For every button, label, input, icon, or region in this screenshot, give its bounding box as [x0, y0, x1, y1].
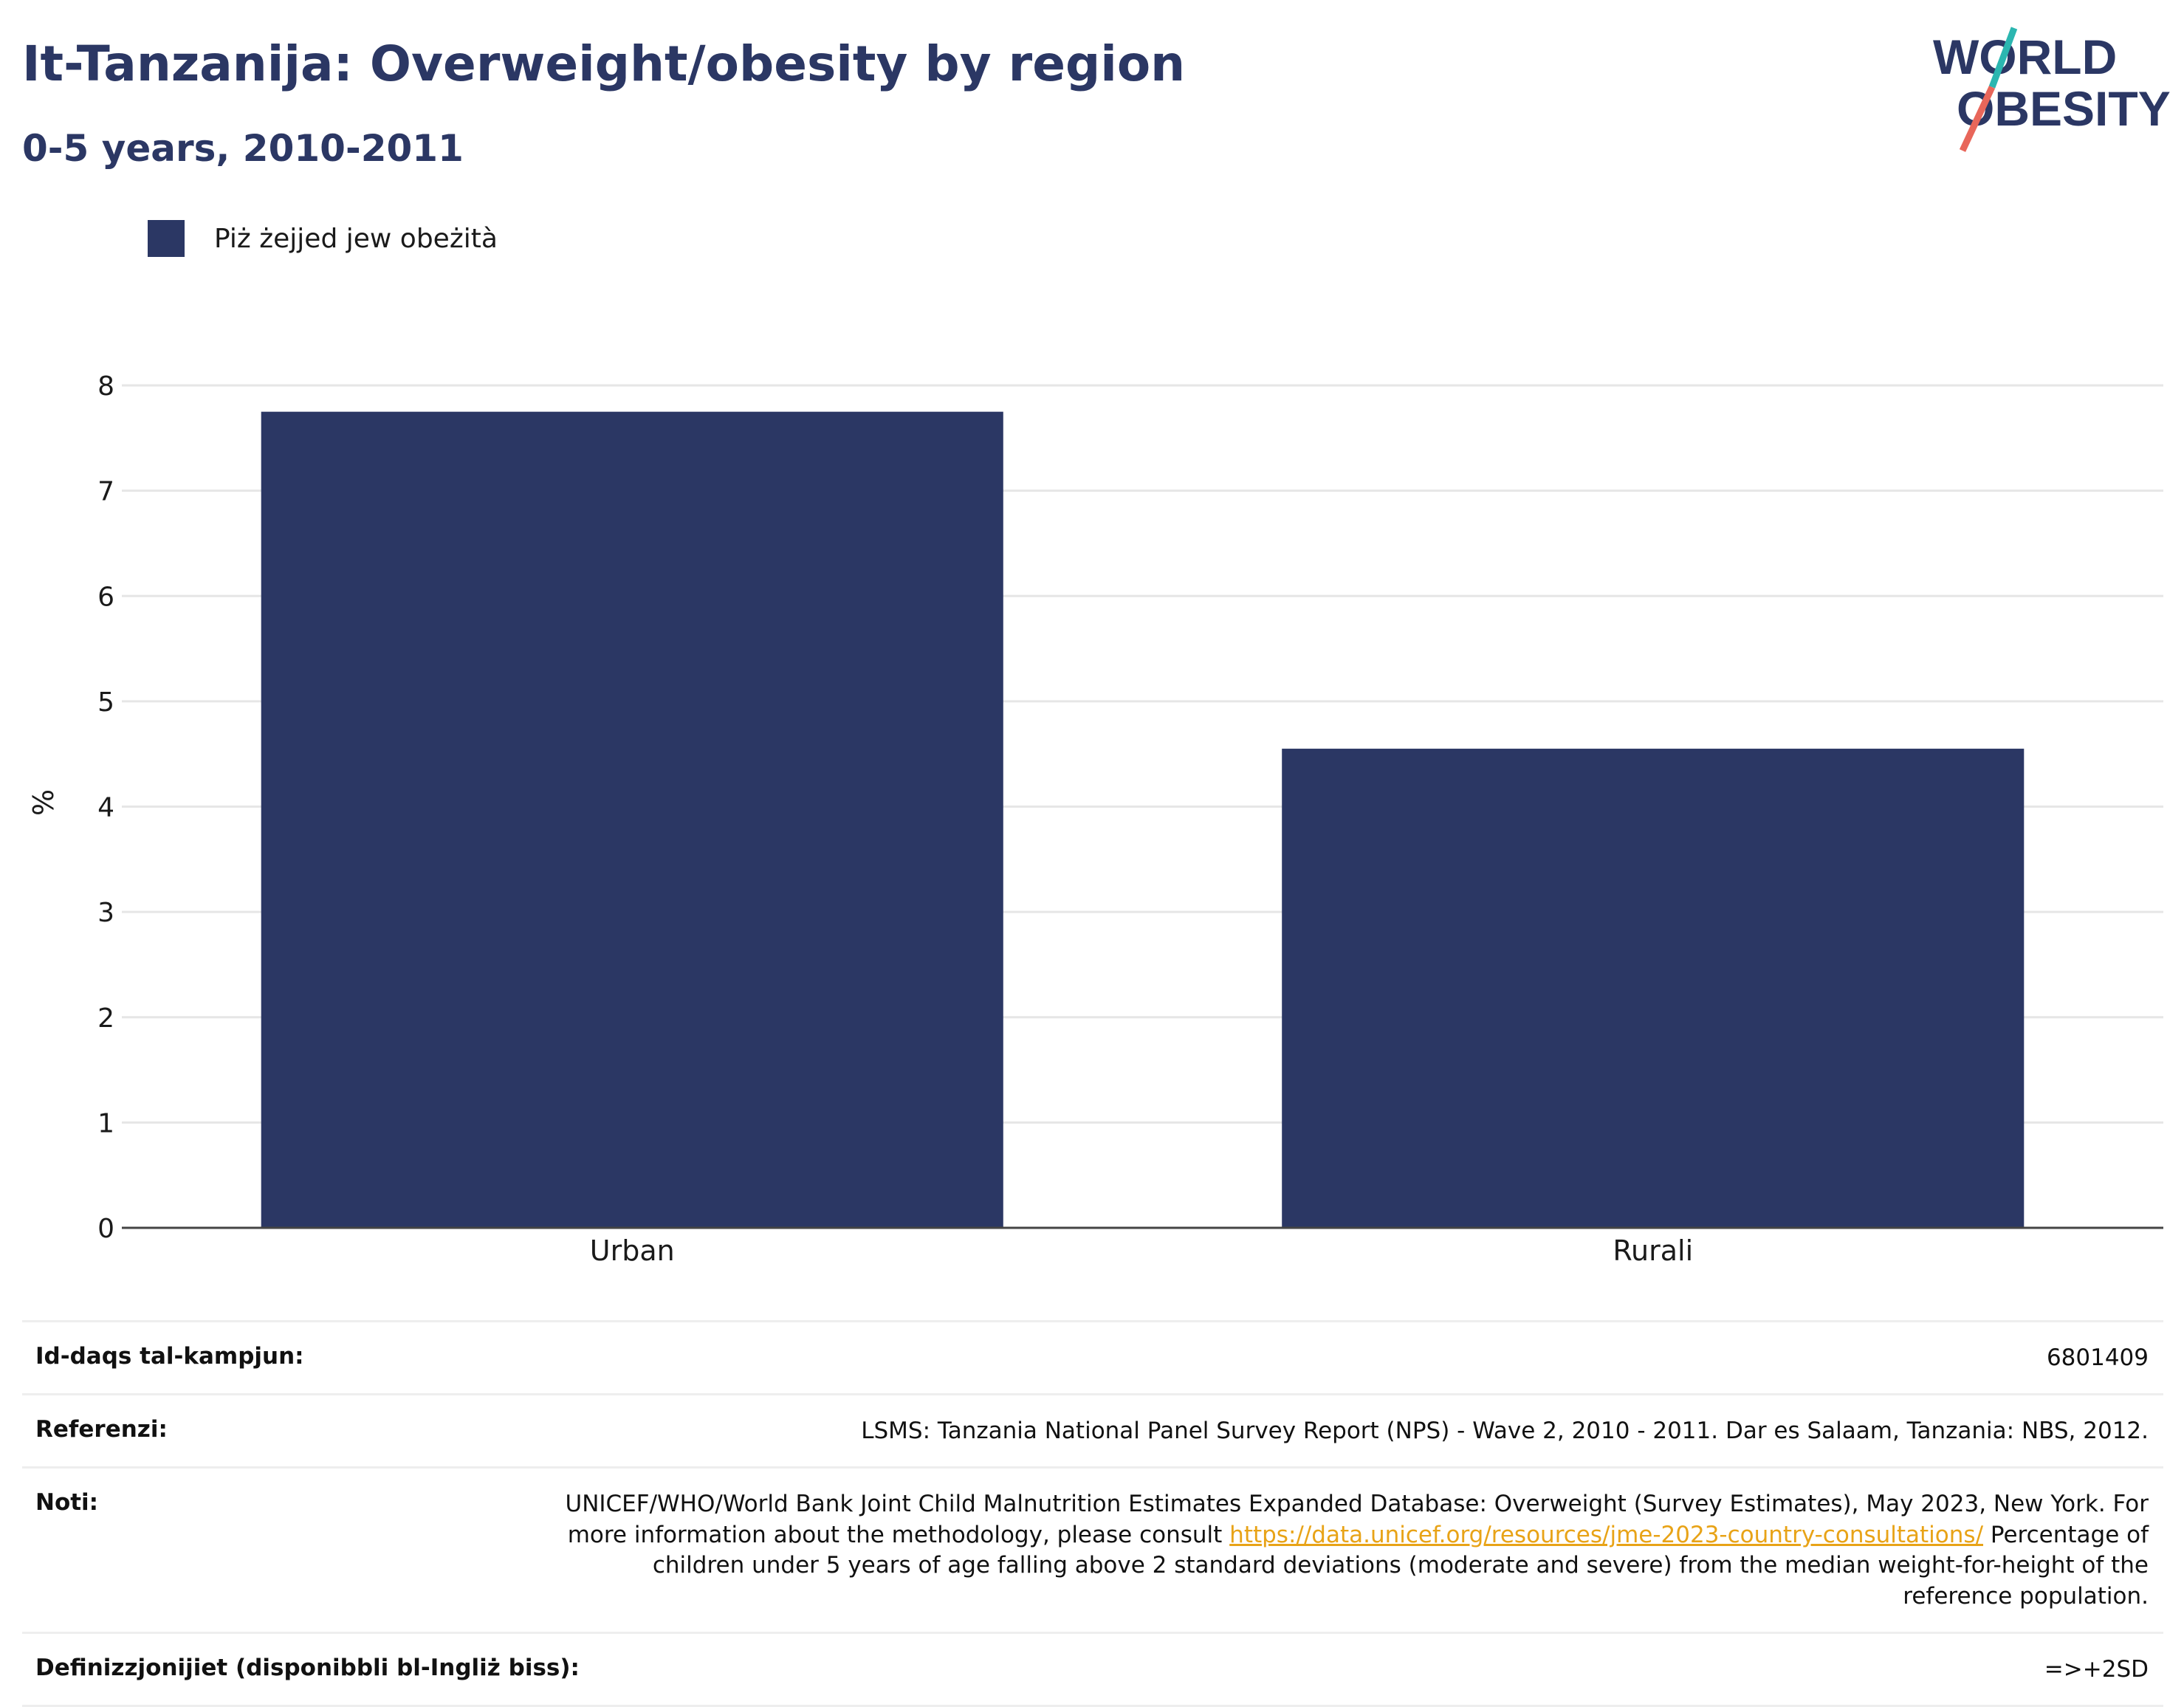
metadata-table: Id-daqs tal-kampjun: 6801409 Referenzi: …: [22, 1320, 2163, 1707]
references-row: Referenzi: LSMS: Tanzania National Panel…: [22, 1392, 2163, 1466]
notes-text-2: Percentage of children under 5 years of …: [652, 1521, 2149, 1610]
y-tick-label: 8: [97, 371, 114, 402]
bar-chart: 0 1 2 3 4 5 6 7 8 Urban Rurali %: [27, 371, 2163, 1267]
world-obesity-logo: WORLD OBESITY: [1933, 27, 2171, 152]
notes-link[interactable]: https://data.unicef.org/resources/jme-20…: [1229, 1521, 1984, 1548]
y-axis-label: %: [27, 789, 60, 816]
logo-coral-slash: [1959, 86, 1996, 152]
x-tick-label: Rurali: [1613, 1234, 1693, 1267]
logo-teal-slash: [1988, 27, 2018, 89]
y-tick-label: 2: [97, 1003, 114, 1034]
y-tick-label: 1: [97, 1108, 114, 1138]
logo-world-text: WORLD: [1933, 30, 2117, 84]
axes: 0 1 2 3 4 5 6 7 8 Urban Rurali: [97, 371, 2163, 1267]
references-label: Referenzi:: [35, 1415, 168, 1443]
sample-size-row: Id-daqs tal-kampjun: 6801409: [22, 1320, 2163, 1393]
definitions-label: Definizzjonijiet (disponibbli bl-Ingliż …: [35, 1655, 580, 1682]
references-value: LSMS: Tanzania National Panel Survey Rep…: [861, 1417, 2149, 1444]
y-tick-label: 3: [97, 898, 114, 928]
y-tick-label: 5: [97, 687, 114, 718]
y-tick-label: 0: [97, 1214, 114, 1244]
bar-urban[interactable]: [261, 411, 1003, 1228]
notes-value: UNICEF/WHO/World Bank Joint Child Malnut…: [561, 1489, 2149, 1612]
notes-row: Noti: UNICEF/WHO/World Bank Joint Child …: [22, 1466, 2163, 1632]
definitions-value: =>+2SD: [2044, 1656, 2149, 1683]
notes-text-1: UNICEF/WHO/World Bank Joint Child Malnut…: [565, 1490, 2149, 1548]
notes-label: Noti:: [35, 1488, 99, 1516]
sample-size-value: 6801409: [2046, 1344, 2149, 1371]
legend-swatch: [148, 220, 185, 257]
y-tick-label: 4: [97, 793, 114, 823]
chart-subtitle: 0-5 years, 2010-2011: [22, 127, 464, 170]
x-tick-label: Urban: [590, 1234, 675, 1267]
y-tick-label: 6: [97, 582, 114, 612]
bar-rurali[interactable]: [1282, 749, 2025, 1228]
bars: [261, 411, 2025, 1228]
legend[interactable]: Piż żejjed jew obeżità: [148, 220, 498, 257]
legend-label: Piż żejjed jew obeżità: [214, 223, 498, 254]
chart-title: It-Tanzanija: Overweight/obesity by regi…: [22, 35, 1186, 92]
y-tick-label: 7: [97, 477, 114, 507]
sample-size-label: Id-daqs tal-kampjun:: [35, 1343, 304, 1370]
